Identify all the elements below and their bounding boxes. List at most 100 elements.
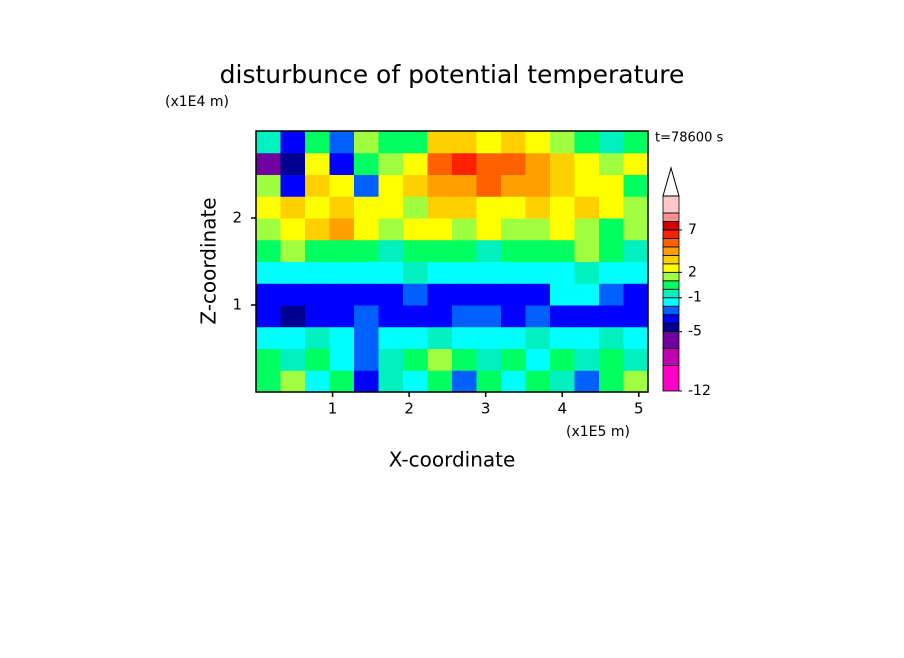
field-cell [476, 196, 502, 219]
field-cell [329, 326, 355, 349]
field-cell [378, 305, 404, 328]
field-cell [550, 218, 575, 241]
field-cell [525, 348, 551, 371]
field-cell [256, 348, 281, 371]
colorbar-box [662, 314, 680, 324]
field-cell [427, 152, 453, 175]
field-cell [574, 152, 600, 175]
field-cell [501, 218, 526, 241]
field-cell [280, 196, 306, 219]
field-cell [452, 218, 477, 241]
field-cell [403, 239, 428, 262]
colorbar-box [662, 212, 680, 222]
field-cell [452, 174, 477, 197]
field-cell [305, 174, 330, 197]
field-cell [280, 261, 306, 284]
colorbar-box [662, 322, 680, 333]
field-cell [623, 239, 648, 262]
field-cell [305, 326, 330, 349]
field-cell [305, 261, 330, 284]
field-cell [354, 305, 379, 328]
field-cell [403, 326, 428, 349]
colorbar-tick-label: -12 [688, 383, 711, 399]
field-cell [525, 370, 551, 392]
field-cell [452, 305, 477, 328]
field-cell [550, 261, 575, 284]
colorbar-box [662, 246, 680, 256]
field-cell [525, 196, 551, 219]
field-cell [427, 326, 453, 349]
field-cell [525, 283, 551, 306]
x-tick-label: 2 [404, 400, 414, 418]
field-cell [280, 348, 306, 371]
field-cell [256, 174, 281, 197]
field-cell [354, 174, 379, 197]
colorbar-box [662, 348, 680, 366]
field-cell [525, 261, 551, 284]
field-cell [280, 283, 306, 306]
field-cell [305, 370, 330, 392]
field-cell [305, 348, 330, 371]
field-cell [501, 196, 526, 219]
field-cell [452, 239, 477, 262]
field-cell [525, 131, 551, 154]
field-cell [525, 152, 551, 175]
field-cell [452, 370, 477, 392]
colorbar-box [662, 221, 680, 231]
field-cell [574, 218, 600, 241]
field-cell [354, 370, 379, 392]
field-cell [329, 261, 355, 284]
plot-frame [255, 130, 649, 393]
field-cell [501, 305, 526, 328]
field-cell [280, 305, 306, 328]
field-cell [476, 348, 502, 371]
annotation: t=78600 s [655, 131, 723, 146]
field-cell [501, 283, 526, 306]
chart-title: disturbunce of potential temperature [220, 60, 685, 89]
field-cell [599, 174, 624, 197]
field-cell [599, 348, 624, 371]
field-cell [280, 326, 306, 349]
field-cell [574, 196, 600, 219]
field-cell [574, 283, 600, 306]
field-cell [476, 305, 502, 328]
field-cell [354, 152, 379, 175]
field-cell [378, 196, 404, 219]
field-cell [501, 370, 526, 392]
field-cell [501, 152, 526, 175]
field-cell [354, 348, 379, 371]
field-cell [599, 152, 624, 175]
x-tick-label: 3 [481, 400, 491, 418]
field-cell [403, 283, 428, 306]
field-cell [256, 326, 281, 349]
field-cell [403, 370, 428, 392]
field-cell [403, 174, 428, 197]
field-cell [550, 370, 575, 392]
field-cell [501, 261, 526, 284]
field-cell [305, 239, 330, 262]
field-cell [623, 218, 648, 241]
field-cell [378, 174, 404, 197]
colorbar-tick-label: -1 [688, 290, 702, 306]
field-cell [329, 152, 355, 175]
x-tick-label: 4 [557, 400, 567, 418]
field-cell [280, 131, 306, 154]
field-cell [623, 326, 648, 349]
field-cell [354, 196, 379, 219]
field-cell [574, 348, 600, 371]
colorbar-box [662, 229, 680, 239]
colorbar-tick-label: 2 [688, 264, 697, 280]
contour-field [256, 131, 648, 392]
field-cell [354, 261, 379, 284]
field-cell [452, 261, 477, 284]
field-cell [256, 131, 281, 154]
field-cell [403, 218, 428, 241]
y-tick-label: 1 [232, 296, 242, 314]
field-cell [525, 326, 551, 349]
field-cell [452, 152, 477, 175]
field-cell [476, 152, 502, 175]
field-cell [305, 152, 330, 175]
field-cell [599, 131, 624, 154]
field-cell [525, 218, 551, 241]
